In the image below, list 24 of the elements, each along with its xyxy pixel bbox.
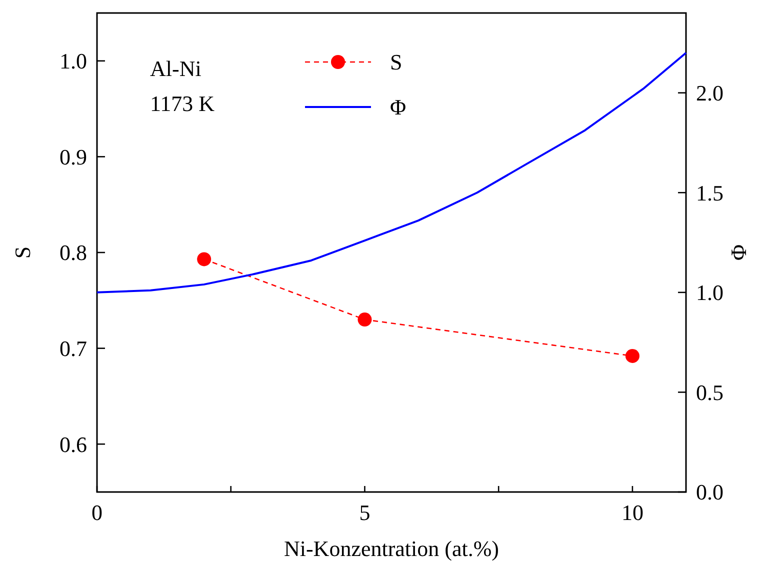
y-axis-title: S [10,246,35,259]
legend-label: S [390,50,402,75]
y-tick-label: 1.0 [60,48,87,74]
x-tick-label: 5 [359,500,370,525]
y2-axis-title: Φ [726,244,751,261]
y2-tick-label: 0.5 [696,380,724,405]
y2-tick-label: 1.5 [696,180,724,206]
y2-tick-label: 2.0 [696,80,724,106]
point [358,312,372,327]
legend-label: Φ [390,94,406,120]
line-series [96,52,687,294]
annotation: Al-Ni [150,56,202,81]
y-tick-label: 0.8 [60,240,87,266]
x-tick-label: 10 [621,500,644,525]
y-tick-label: 0.9 [60,144,87,170]
y2-tick-label: 1.0 [696,280,724,306]
point [625,348,640,363]
point [197,252,212,266]
x-axis-title: Ni-Konzentration (at.%) [284,536,500,561]
x-tick-label: 0 [92,500,102,525]
annotation: 1173 K [150,91,215,116]
y-tick-label: 0.6 [60,432,87,457]
y2-tick-label: 0.0 [696,480,724,505]
y-tick-label: 0.7 [60,336,87,361]
